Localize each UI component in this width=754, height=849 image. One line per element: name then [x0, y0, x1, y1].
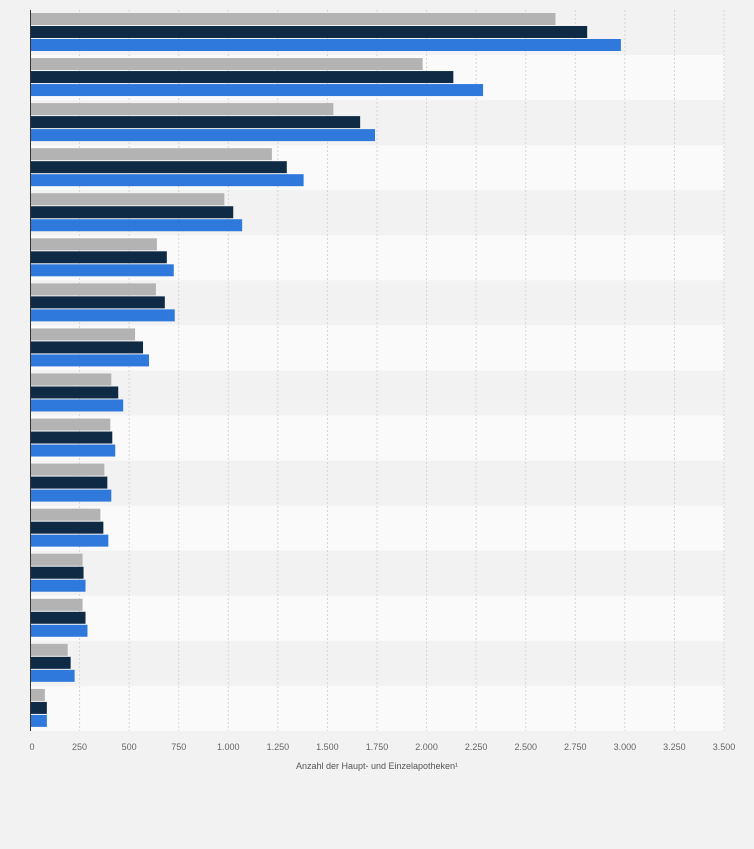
bar-series-1[interactable] [30, 508, 101, 521]
bar-series-3[interactable] [30, 399, 124, 412]
bar-series-1[interactable] [30, 283, 156, 296]
bar-series-2[interactable] [30, 656, 71, 669]
bar-series-3[interactable] [30, 174, 304, 187]
bar-series-1[interactable] [30, 13, 556, 25]
bar-series-2[interactable] [30, 251, 167, 264]
row-band [30, 685, 724, 731]
bar-series-2[interactable] [30, 116, 361, 129]
bar-series-1[interactable] [30, 688, 45, 701]
bar-series-3[interactable] [30, 534, 109, 547]
bar-series-1[interactable] [30, 238, 157, 251]
x-tick-label: 250 [72, 742, 87, 752]
bar-series-2[interactable] [30, 521, 104, 534]
bar-series-3[interactable] [30, 489, 112, 502]
x-axis-title: Anzahl der Haupt- und Einzelapotheken¹ [296, 761, 458, 771]
bar-series-2[interactable] [30, 161, 287, 174]
bar-series-2[interactable] [30, 476, 108, 489]
bar-series-2[interactable] [30, 701, 47, 714]
x-tick-label: 3.250 [663, 742, 686, 752]
bar-series-3[interactable] [30, 444, 116, 457]
x-tick-label: 2.250 [465, 742, 488, 752]
bar-series-3[interactable] [30, 84, 484, 97]
bar-series-1[interactable] [30, 103, 334, 116]
bar-series-2[interactable] [30, 566, 84, 579]
x-tick-label: 1.000 [217, 742, 240, 752]
x-tick-label: 2.000 [415, 742, 438, 752]
bar-series-1[interactable] [30, 148, 272, 161]
x-tick-label: 1.250 [267, 742, 290, 752]
bar-series-1[interactable] [30, 58, 423, 71]
bar-series-2[interactable] [30, 431, 113, 444]
bar-series-3[interactable] [30, 264, 174, 277]
x-tick-label: 500 [122, 742, 137, 752]
x-tick-label: 750 [171, 742, 186, 752]
bar-series-3[interactable] [30, 579, 86, 592]
bar-series-2[interactable] [30, 386, 119, 399]
x-tick-labels: 0 250 500 750 1.000 1.250 1.500 1.750 2.000 2.250… [29, 742, 735, 752]
bar-series-3[interactable] [30, 669, 75, 682]
x-tick-label: 3.000 [614, 742, 637, 752]
bar-series-2[interactable] [30, 341, 144, 354]
bar-series-1[interactable] [30, 418, 111, 431]
bar-series-3[interactable] [30, 309, 175, 322]
x-tick-label: 0 [29, 742, 34, 752]
bar-series-2[interactable] [30, 71, 454, 84]
bars [30, 13, 621, 727]
bar-series-3[interactable] [30, 714, 47, 727]
bar-series-3[interactable] [30, 624, 88, 637]
bar-series-3[interactable] [30, 129, 376, 142]
row-band [30, 550, 724, 596]
bar-series-1[interactable] [30, 598, 83, 611]
bar-series-1[interactable] [30, 328, 136, 341]
bar-series-2[interactable] [30, 611, 86, 624]
bar-series-3[interactable] [30, 39, 621, 51]
row-band [30, 370, 724, 416]
bar-series-3[interactable] [30, 354, 149, 367]
bar-series-2[interactable] [30, 206, 234, 219]
bar-series-1[interactable] [30, 643, 68, 656]
bar-series-1[interactable] [30, 193, 225, 206]
x-tick-label: 2.500 [514, 742, 537, 752]
bar-series-2[interactable] [30, 26, 588, 38]
x-tick-label: 3.500 [713, 742, 736, 752]
x-tick-label: 1.750 [366, 742, 389, 752]
bar-series-1[interactable] [30, 373, 112, 386]
x-tick-label: 1.500 [316, 742, 339, 752]
bar-series-3[interactable] [30, 219, 243, 232]
x-tick-label: 2.750 [564, 742, 587, 752]
bar-series-2[interactable] [30, 296, 165, 309]
bar-series-1[interactable] [30, 463, 105, 476]
bar-series-1[interactable] [30, 553, 83, 566]
